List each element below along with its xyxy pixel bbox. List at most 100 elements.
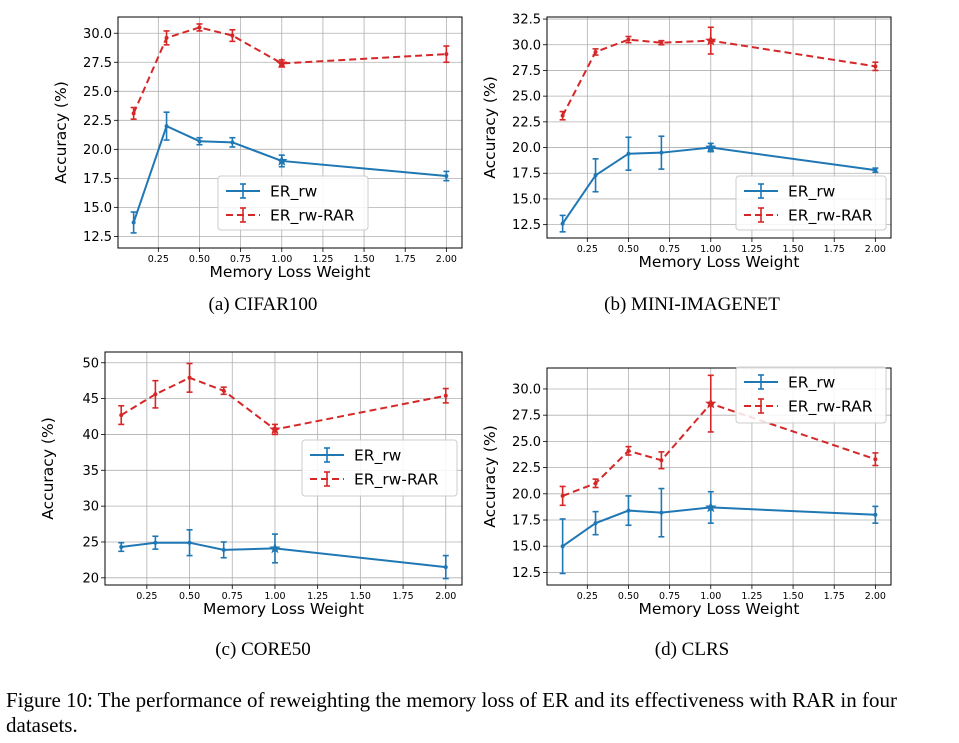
y-tick-label: 22.5 xyxy=(512,115,541,130)
data-point-star xyxy=(276,57,288,69)
y-tick-label: 17.5 xyxy=(512,514,541,529)
legend-label: ER_rw-RAR xyxy=(788,207,873,226)
x-tick-label: 1.00 xyxy=(264,591,285,602)
data-point xyxy=(131,220,136,225)
data-point xyxy=(873,168,878,173)
y-tick-label: 30 xyxy=(82,500,99,515)
y-axis-label: Accuracy (%) xyxy=(52,81,70,184)
subcaption-b: (b) MINI-IMAGENET xyxy=(604,294,780,315)
data-point xyxy=(659,40,664,45)
x-tick-label: 0.25 xyxy=(148,254,169,265)
x-axis-label: Memory Loss Weight xyxy=(203,600,364,618)
data-point xyxy=(626,37,631,42)
legend-label: ER_rw xyxy=(270,183,318,202)
chart-0: 0.25 0.50 0.75 1.00 1.25 1.50 1.75 2.00 12.5 15.0… xyxy=(52,16,463,281)
y-tick-label: 20 xyxy=(82,571,99,586)
series-line-er-rw-rar xyxy=(120,376,446,431)
data-point-star xyxy=(705,397,717,409)
data-point xyxy=(443,565,448,570)
x-axis-label: Memory Loss Weight xyxy=(639,253,800,271)
x-tick-label: 0.75 xyxy=(659,244,680,255)
data-point xyxy=(659,150,664,155)
y-tick-label: 20.0 xyxy=(512,487,541,502)
data-point xyxy=(230,33,235,38)
x-tick-label: 2.00 xyxy=(865,591,886,602)
data-point xyxy=(873,64,878,69)
x-axis-label: Memory Loss Weight xyxy=(639,600,800,618)
data-point xyxy=(153,392,158,397)
y-tick-label: 25.0 xyxy=(83,85,112,100)
x-tick-label: 1.50 xyxy=(353,254,374,265)
y-tick-label: 25 xyxy=(82,535,99,550)
data-point xyxy=(164,124,169,129)
data-point xyxy=(626,151,631,156)
data-point xyxy=(560,221,565,226)
figure-caption: Figure 10: The performance of reweightin… xyxy=(6,688,897,737)
x-tick-label: 0.75 xyxy=(230,254,251,265)
data-point xyxy=(873,512,878,517)
legend-label: ER_rw xyxy=(788,374,836,393)
x-tick-label: 0.25 xyxy=(577,591,598,602)
y-axis-label: Accuracy (%) xyxy=(481,425,499,528)
x-tick-label: 0.25 xyxy=(136,591,157,602)
series-line-er-rw xyxy=(132,124,447,223)
x-tick-label: 1.25 xyxy=(307,591,328,602)
y-tick-label: 32.5 xyxy=(512,13,541,28)
data-point xyxy=(221,547,226,552)
y-tick-label: 35 xyxy=(82,464,99,479)
data-point xyxy=(221,388,226,393)
y-tick-label: 17.5 xyxy=(512,167,541,182)
legend-label: ER_rw-RAR xyxy=(270,207,355,226)
data-point xyxy=(444,174,449,179)
data-point xyxy=(443,393,448,398)
series-line-er-rw-rar xyxy=(132,26,447,114)
x-tick-label: 1.00 xyxy=(700,244,721,255)
data-point-star xyxy=(276,154,288,166)
y-tick-label: 15.0 xyxy=(83,201,112,216)
subcaption-a: (a) CIFAR100 xyxy=(208,294,318,315)
y-tick-label: 45 xyxy=(82,392,99,407)
subcaption-d: (d) CLRS xyxy=(654,639,730,660)
data-point xyxy=(119,413,124,418)
data-point-star xyxy=(705,34,717,46)
series-line-er-rw xyxy=(561,146,876,225)
data-point-star xyxy=(269,423,281,435)
x-tick-label: 0.75 xyxy=(222,591,243,602)
subcaption-c: (c) CORE50 xyxy=(215,639,311,660)
x-tick-label: 0.50 xyxy=(618,244,639,255)
data-point xyxy=(560,113,565,118)
data-point xyxy=(593,49,598,54)
x-tick-label: 0.50 xyxy=(179,591,200,602)
series-line-er-rw-rar xyxy=(561,38,876,117)
data-point xyxy=(197,139,202,144)
y-tick-label: 27.5 xyxy=(512,64,541,79)
y-tick-label: 12.5 xyxy=(83,230,112,245)
data-point xyxy=(444,52,449,57)
data-point xyxy=(659,458,664,463)
legend-box xyxy=(217,175,369,231)
data-point xyxy=(187,540,192,545)
x-tick-label: 1.50 xyxy=(782,591,803,602)
x-tick-label: 1.00 xyxy=(700,591,721,602)
data-point xyxy=(131,111,136,116)
series-line-er-rw xyxy=(562,506,876,548)
plot-frame xyxy=(104,351,463,586)
y-tick-label: 20.0 xyxy=(512,141,541,156)
y-tick-label: 12.5 xyxy=(512,566,541,581)
y-axis-label: Accuracy (%) xyxy=(481,76,499,179)
x-tick-label: 0.50 xyxy=(189,254,210,265)
data-point xyxy=(560,493,565,498)
x-axis-label: Memory Loss Weight xyxy=(210,263,371,281)
y-tick-label: 27.5 xyxy=(512,409,541,424)
x-tick-label: 1.50 xyxy=(350,591,371,602)
data-point xyxy=(593,481,598,486)
data-point xyxy=(593,521,598,526)
x-tick-label: 2.00 xyxy=(436,254,457,265)
legend-label: ER_rw xyxy=(788,183,836,202)
series-line-er-rw xyxy=(121,541,446,569)
legend-box xyxy=(735,175,887,231)
x-tick-label: 0.50 xyxy=(618,591,639,602)
y-tick-label: 50 xyxy=(82,356,99,371)
x-tick-label: 2.00 xyxy=(865,244,886,255)
